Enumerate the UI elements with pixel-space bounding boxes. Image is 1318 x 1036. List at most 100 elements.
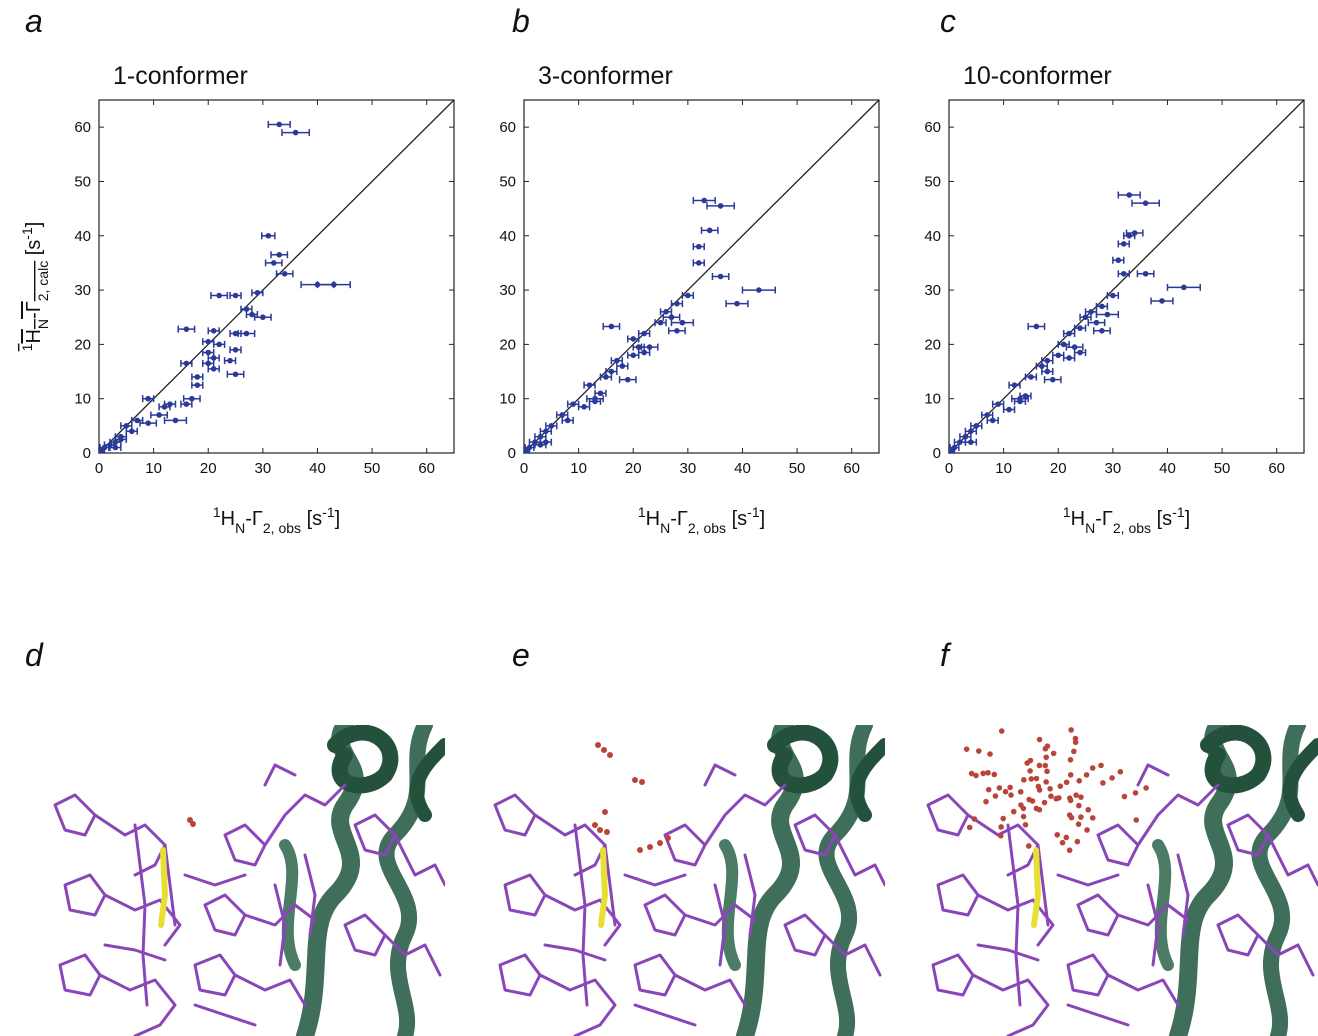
data-point	[233, 331, 239, 337]
axis-label-part: 1	[1063, 504, 1071, 520]
panel-label: f	[940, 637, 952, 673]
axis-label-part: N	[35, 319, 51, 329]
data-point	[1055, 352, 1061, 358]
data-point	[1099, 304, 1105, 310]
data-point	[1045, 369, 1051, 375]
data-point	[134, 418, 140, 424]
y-tick-label: 10	[74, 391, 91, 408]
data-point	[282, 271, 288, 277]
data-point	[156, 412, 162, 418]
data-point	[734, 301, 740, 307]
data-point	[674, 328, 680, 334]
axis-label-part: N	[660, 520, 670, 536]
y-tick-label: 10	[499, 391, 516, 408]
x-tick-label: 40	[1159, 460, 1176, 477]
data-point	[205, 339, 211, 345]
data-point	[216, 342, 222, 348]
data-point	[129, 428, 135, 434]
x-tick-label: 30	[680, 460, 697, 477]
y-tick-label: 40	[74, 228, 91, 245]
axis-label-part: [s	[23, 240, 45, 261]
data-point	[233, 371, 239, 377]
data-point	[1028, 374, 1034, 380]
data-point	[1110, 293, 1116, 299]
y-tick-label: 50	[74, 173, 91, 190]
data-point	[609, 324, 615, 330]
data-point	[167, 401, 173, 407]
panel-label: a	[25, 3, 43, 39]
data-point	[1121, 241, 1127, 247]
axis-label-part: ]	[760, 508, 766, 530]
data-point	[227, 358, 233, 364]
x-tick-label: 20	[625, 460, 642, 477]
data-point	[995, 401, 1001, 407]
panel-label: b	[512, 3, 530, 39]
data-point	[195, 382, 201, 388]
spin-label-cloud	[964, 727, 1149, 853]
axis-label-part: -Γ	[245, 508, 263, 530]
data-point	[957, 439, 963, 445]
axis-label-part: [s	[1151, 508, 1172, 530]
axis-label-part: H	[1071, 508, 1085, 530]
identity-line	[524, 100, 879, 453]
y-tick-label: 20	[74, 336, 91, 353]
axis-label-part: ]	[1185, 508, 1191, 530]
data-point	[587, 382, 593, 388]
data-point	[592, 399, 598, 405]
data-point	[1066, 355, 1072, 361]
data-point	[249, 312, 255, 318]
data-point	[581, 404, 587, 410]
x-tick-label: 40	[309, 460, 326, 477]
data-point	[565, 418, 571, 424]
data-point	[211, 328, 217, 334]
data-point	[1083, 314, 1089, 320]
data-point	[233, 347, 239, 353]
axis-label-part: 2, obs	[263, 520, 301, 536]
x-tick-label: 60	[1268, 460, 1285, 477]
axis-label-part: 1	[638, 504, 646, 520]
data-point	[968, 439, 974, 445]
data-point	[113, 445, 119, 451]
data-point	[1017, 399, 1023, 405]
y-tick-label: 0	[933, 445, 941, 462]
axis-label-part: 2, obs	[1113, 520, 1151, 536]
y-tick-label: 10	[924, 391, 941, 408]
data-point	[538, 442, 544, 448]
data-point	[276, 122, 282, 128]
data-point	[1077, 350, 1083, 356]
axis-label-part: ]	[335, 508, 341, 530]
data-point	[949, 447, 955, 453]
y-tick-label: 40	[499, 228, 516, 245]
data-point	[680, 320, 686, 326]
data-point	[331, 282, 337, 288]
axis-label-part: -1	[322, 504, 335, 520]
chart-title: 3-conformer	[538, 62, 673, 90]
data-point	[603, 374, 609, 380]
axis-label: 1HN-Γ2, obs [s-1]	[638, 504, 765, 536]
data-point	[570, 401, 576, 407]
data-point	[1105, 312, 1111, 318]
axis-label-part: [s	[301, 508, 322, 530]
data-point	[233, 293, 239, 299]
data-point	[641, 331, 647, 337]
data-point	[1143, 271, 1149, 277]
x-tick-label: 10	[995, 460, 1012, 477]
y-tick-label: 60	[74, 119, 91, 136]
axis-label: 1HN-Γ2, obs [s-1]	[213, 504, 340, 536]
y-tick-label: 20	[499, 336, 516, 353]
data-point	[707, 228, 713, 234]
data-point	[1094, 320, 1100, 326]
data-point	[1126, 233, 1132, 239]
figure: 1-conformer010203040506001020304050601HN…	[0, 0, 1318, 1036]
data-point	[276, 252, 282, 258]
data-point	[658, 320, 664, 326]
x-tick-label: 40	[734, 460, 751, 477]
data-point	[1034, 324, 1040, 330]
axis-label-part: -1	[1172, 504, 1185, 520]
x-tick-label: 10	[145, 460, 162, 477]
data-point	[524, 447, 530, 453]
x-tick-label: 30	[1105, 460, 1122, 477]
data-point	[99, 447, 105, 453]
data-point	[260, 314, 266, 320]
